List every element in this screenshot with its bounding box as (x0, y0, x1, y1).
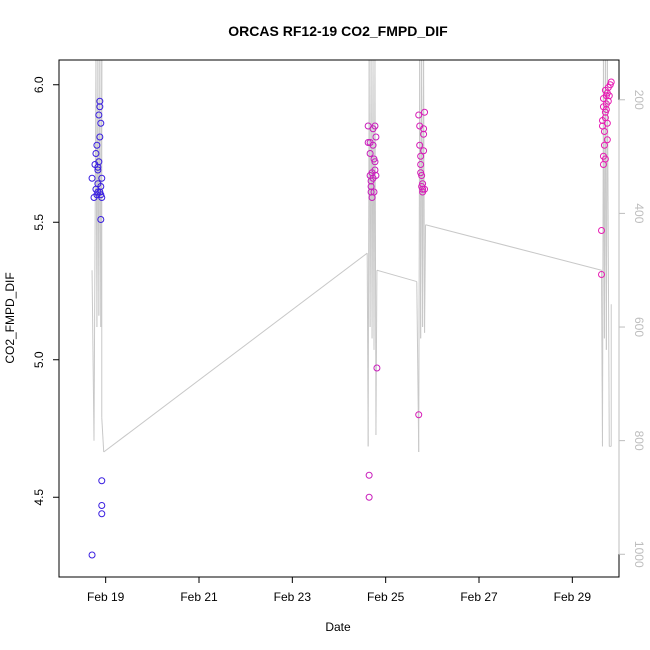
data-point (366, 150, 374, 157)
x-tick-label: Feb 25 (367, 590, 405, 604)
right-tick-label: 200 (632, 90, 646, 110)
left-axis: 4.5 5.0 5.5 6.0 (32, 76, 59, 506)
x-axis-label: Date (325, 620, 351, 634)
line-segment (425, 224, 602, 271)
data-point (371, 158, 379, 166)
data-point (97, 183, 105, 190)
bottom-axis: Feb 19 Feb 21 Feb 23 Feb 25 Feb 27 Feb 29 (87, 576, 592, 604)
flight-altitude-line (91, 59, 612, 453)
data-point (372, 172, 380, 179)
data-point (601, 155, 609, 163)
right-tick-label: 1000 (632, 541, 646, 568)
x-tick-label: Feb 19 (87, 590, 125, 604)
line-segment (101, 417, 105, 453)
data-point (416, 141, 424, 149)
right-tick-label: 400 (632, 203, 646, 223)
y-tick-label: 6.0 (32, 76, 46, 93)
data-point (98, 510, 106, 518)
data-point (371, 122, 379, 130)
data-point (98, 502, 106, 509)
data-point (420, 147, 428, 155)
data-point (95, 158, 103, 166)
x-tick-label: Feb 23 (274, 590, 312, 604)
data-point (417, 152, 425, 160)
data-point (602, 106, 610, 113)
data-point (365, 493, 373, 501)
data-point (603, 119, 611, 127)
data-point (94, 166, 102, 174)
data-point (419, 185, 427, 193)
data-point (98, 194, 106, 201)
data-point (598, 271, 605, 278)
y-tick-label: 4.5 (32, 489, 46, 506)
data-point (373, 364, 381, 372)
data-point (96, 133, 104, 141)
x-tick-label: Feb 21 (180, 590, 218, 604)
data-point (369, 141, 377, 149)
data-point (97, 216, 105, 223)
plot-frame (58, 59, 620, 578)
line-segment (374, 59, 377, 435)
line-segment (103, 252, 368, 453)
data-point (98, 477, 106, 485)
line-segment (424, 224, 427, 333)
data-point (607, 78, 615, 86)
data-point (97, 119, 105, 127)
right-tick-label: 800 (632, 431, 646, 451)
data-point (603, 136, 611, 144)
x-tick-label: Feb 27 (460, 590, 498, 604)
data-point (95, 111, 103, 119)
data-point (415, 411, 423, 419)
x-tick-label: Feb 29 (554, 590, 592, 604)
data-point (417, 161, 425, 168)
data-point (96, 103, 104, 111)
line-segment (93, 59, 97, 441)
data-points (88, 78, 615, 559)
line-segment (606, 59, 610, 447)
data-point (93, 141, 101, 149)
y-axis-label: CO2_FMPD_DIF (3, 272, 17, 363)
data-point (421, 108, 429, 116)
data-point (418, 172, 426, 179)
data-point (98, 174, 106, 182)
data-point (92, 150, 100, 157)
line-segment (423, 59, 426, 333)
right-tick-label: 600 (632, 317, 646, 337)
data-point (88, 551, 96, 559)
data-point (365, 471, 373, 479)
data-point (421, 185, 429, 193)
line-segment (375, 270, 378, 435)
data-point (605, 92, 613, 100)
data-point (88, 174, 96, 182)
data-point (372, 133, 380, 141)
y-tick-label: 5.5 (32, 214, 46, 231)
data-point (600, 128, 608, 135)
data-point (598, 227, 605, 234)
line-segment (376, 269, 417, 283)
chart-title: ORCAS RF12-19 CO2_FMPD_DIF (228, 23, 448, 39)
data-point (370, 188, 378, 196)
data-point (415, 111, 423, 119)
data-point (420, 130, 428, 138)
right-axis: 200 400 600 800 1000 (618, 90, 646, 568)
y-tick-label: 5.0 (32, 351, 46, 368)
data-point (600, 141, 608, 149)
